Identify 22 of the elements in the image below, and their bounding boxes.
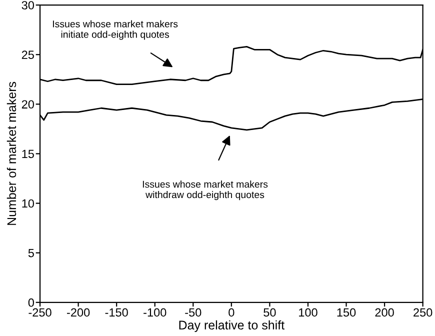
- x-tick-label: 100: [299, 308, 318, 317]
- y-tick-label: 30: [22, 1, 34, 10]
- y-tick-label: 20: [22, 100, 34, 109]
- x-tick-label: -150: [105, 308, 128, 317]
- x-tick-label: -250: [28, 308, 52, 317]
- x-tick-label: -50: [185, 308, 202, 317]
- x-tick-label: 50: [264, 308, 276, 317]
- x-tick-label: 250: [414, 308, 432, 317]
- annotation: Issues whose market makers withdraw odd-eighth quotes: [142, 180, 268, 200]
- x-tick-label: -200: [67, 308, 90, 317]
- x-tick-label: 200: [375, 308, 394, 317]
- y-tick-label: 0: [28, 298, 34, 307]
- y-tick-label: 25: [22, 50, 34, 59]
- x-tick-label: 0: [228, 308, 234, 317]
- x-axis-title: Day relative to shift: [179, 320, 284, 332]
- y-axis-title: Number of market makers: [6, 82, 16, 225]
- y-tick-label: 15: [22, 150, 34, 158]
- y-tick-label: 10: [22, 199, 34, 208]
- x-tick-label: -100: [144, 308, 166, 317]
- y-tick-label: 5: [28, 248, 34, 258]
- x-tick-label: 150: [337, 308, 356, 317]
- annotation: Issues whose market makers initiate odd-eighth quotes: [53, 20, 178, 40]
